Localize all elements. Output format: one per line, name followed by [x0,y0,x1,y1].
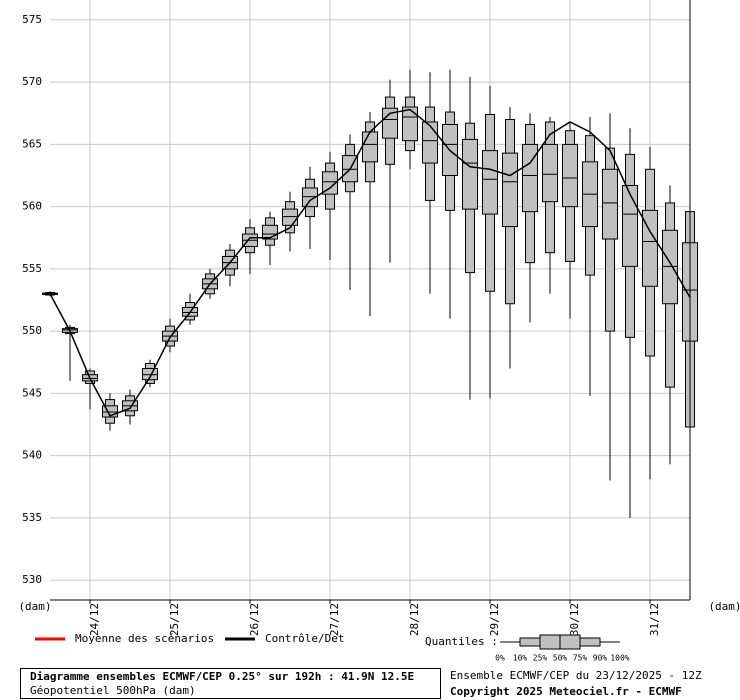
box-25-75 [462,138,478,210]
quantile-legend-graphic [500,634,620,650]
quantile-label: 100% [610,654,629,663]
control-line [49,108,691,417]
legend-control: Contrôle/Det [265,632,344,645]
y-unit-right: (dam) [708,600,740,613]
box [382,79,398,263]
y-unit-left: (dam) [18,600,51,613]
box-25-75 [142,367,158,381]
box-25-75 [102,405,118,418]
quantile-label: 50% [553,654,568,663]
box [622,128,638,518]
title-box [20,668,441,699]
plot-area [42,0,698,600]
quantile-label: 25% [533,654,548,663]
y-tick-label: 555 [22,262,42,275]
box [582,117,598,396]
y-tick-label: 535 [22,511,42,524]
y-tick-label: 550 [22,324,42,337]
x-tick-label: 28/12 [408,603,421,636]
box [362,112,378,317]
box [162,318,178,353]
box [522,113,538,323]
y-tick-label: 575 [22,13,42,26]
copyright: Copyright 2025 Meteociel.fr - ECMWF [450,685,682,698]
box [542,117,558,294]
x-tick-label: 24/12 [88,603,101,636]
box-25-75 [502,152,518,228]
x-tick-label: 30/12 [568,603,581,636]
y-tick-label: 545 [22,386,42,399]
box [642,146,658,480]
quantile-label: 75% [573,654,588,663]
box [562,123,578,319]
box [462,77,478,400]
legend-mean: Moyenne des scénarios [75,632,214,645]
chart-subtitle: Géopotentiel 500hPa (dam) [30,684,196,697]
box [602,113,618,481]
box [482,85,498,399]
box-25-75 [602,168,618,240]
quantile-label: 0% [495,654,505,663]
box-25-75 [482,150,498,215]
box-25-75 [302,187,318,208]
box [402,69,418,170]
y-tick-label: 565 [22,137,42,150]
box-25-75 [402,106,418,142]
y-tick-label: 540 [22,449,42,462]
box [502,107,518,369]
run-info: Ensemble ECMWF/CEP du 23/12/2025 - 12Z [450,669,702,682]
quantiles-title: Quantiles : [425,635,498,648]
box-25-75 [622,184,638,267]
box-25-75 [542,143,558,203]
x-tick-label: 29/12 [488,603,501,636]
y-tick-label: 560 [22,200,42,213]
box-25-75 [662,229,678,305]
box [322,151,338,261]
box-25-75 [282,208,298,226]
x-tick-label: 26/12 [248,603,261,636]
box-25-75 [522,143,538,213]
box [282,191,298,252]
box-25-75 [422,121,438,164]
quantile-label: 10% [513,654,528,663]
chart-title: Diagramme ensembles ECMWF/CEP 0.25° sur … [30,670,414,683]
y-tick-label: 530 [22,573,42,586]
box-25-75 [562,143,578,208]
box [102,393,118,431]
x-tick-label: 31/12 [648,603,661,636]
box [422,72,438,294]
x-tick-label: 25/12 [168,603,181,636]
box [142,359,158,388]
box-25-75 [322,171,338,195]
x-tick-label: 27/12 [328,603,341,636]
box-25-75 [362,131,378,163]
box-10-90 [605,147,615,332]
quantile-label: 90% [593,654,608,663]
y-tick-label: 570 [22,75,42,88]
box [662,185,678,465]
box-25-75 [642,209,658,287]
